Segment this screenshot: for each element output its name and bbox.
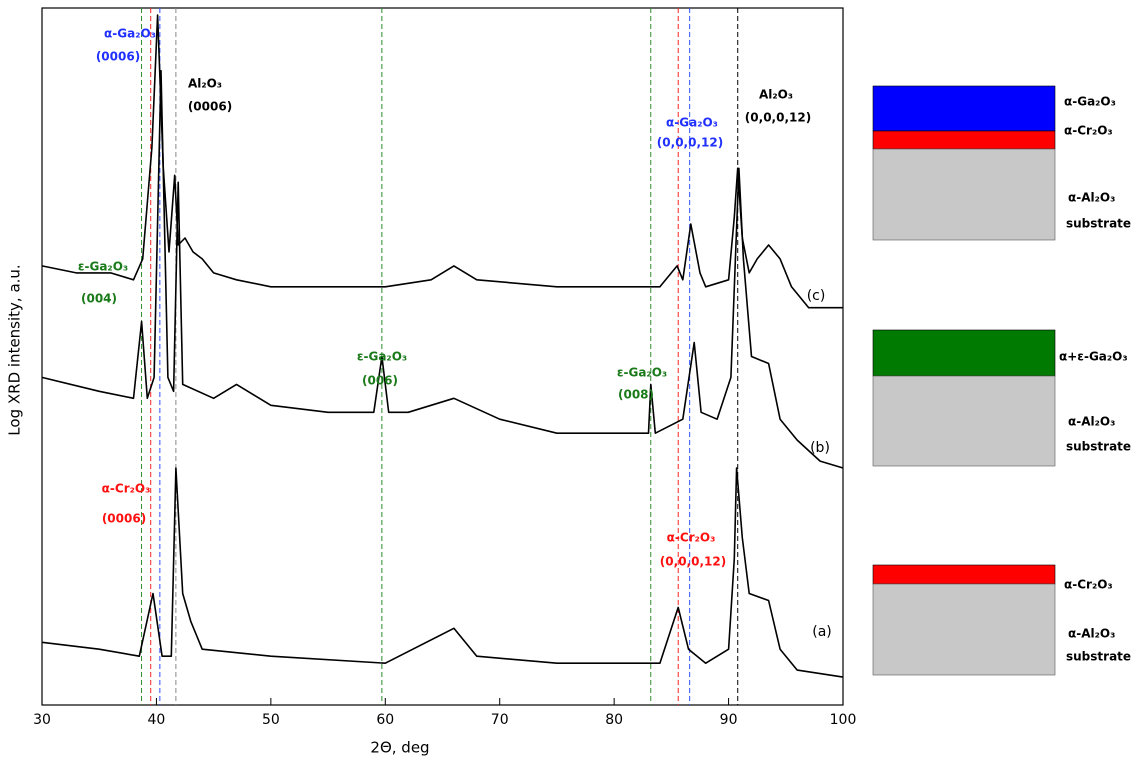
layer-label: α-Al₂O₃ — [1068, 415, 1115, 429]
y-axis-title: Log XRD intensity, a.u. — [6, 264, 24, 435]
layer — [872, 375, 1056, 467]
layer-label: α-Cr₂O₃ — [1064, 124, 1113, 138]
layer-label: substrate — [1066, 650, 1131, 664]
xrd-trace — [41, 14, 843, 309]
peak-annotation: (0,0,0,12) — [657, 136, 723, 150]
layer — [872, 329, 1056, 377]
layer-label: substrate — [1066, 440, 1131, 454]
layer — [872, 148, 1056, 241]
peak-annotation: α-Ga₂O₃ — [666, 116, 718, 130]
x-tick-label: 80 — [605, 712, 623, 728]
x-tick-label: 70 — [491, 712, 509, 728]
peak-annotation: α-Ga₂O₃ — [104, 27, 156, 41]
x-tick-label: 60 — [376, 712, 394, 728]
xrd-trace — [41, 467, 844, 678]
layer — [872, 85, 1056, 132]
peak-annotation: (0,0,0,12) — [745, 111, 811, 125]
layer-label: α-Ga₂O₃ — [1064, 95, 1116, 109]
layer — [872, 564, 1056, 585]
peak-annotation: α-Cr₂O₃ — [667, 531, 716, 545]
peak-annotation: (0006) — [96, 50, 140, 64]
x-tick-label: 50 — [262, 712, 280, 728]
peak-annotation: ε-Ga₂O₃ — [617, 366, 667, 380]
peak-annotation: (008) — [618, 388, 654, 402]
peak-annotation: (0,0,0,12) — [660, 555, 726, 569]
x-tick-label: 100 — [830, 712, 857, 728]
peak-annotation: (006) — [362, 374, 398, 388]
peak-annotation: (0006) — [102, 512, 146, 526]
peak-annotation: Al₂O₃ — [188, 77, 222, 91]
plot-frame — [41, 7, 844, 706]
peak-annotation: ε-Ga₂O₃ — [78, 260, 128, 274]
peak-annotation: (004) — [81, 292, 117, 306]
x-tick-label: 40 — [148, 712, 166, 728]
layer-label: α-Al₂O₃ — [1068, 191, 1115, 205]
peak-annotation: ε-Ga₂O₃ — [357, 350, 407, 364]
layer-label: α-Cr₂O₃ — [1064, 578, 1113, 592]
peak-annotation: (0006) — [188, 100, 232, 114]
peak-annotation: Al₂O₃ — [759, 88, 793, 102]
series-label: (b) — [810, 440, 830, 456]
layer-label: α-Al₂O₃ — [1068, 627, 1115, 641]
layer-label: substrate — [1066, 217, 1131, 231]
x-axis-title: 2Θ, deg — [370, 739, 429, 757]
x-tick-label: 30 — [33, 712, 51, 728]
series-label: (c) — [807, 288, 826, 304]
layer — [872, 130, 1056, 150]
peak-annotation: α-Cr₂O₃ — [102, 482, 151, 496]
series-label: (a) — [812, 624, 832, 640]
layer — [872, 583, 1056, 676]
layer-label: α+ε-Ga₂O₃ — [1059, 350, 1128, 364]
x-tick-label: 90 — [720, 712, 738, 728]
